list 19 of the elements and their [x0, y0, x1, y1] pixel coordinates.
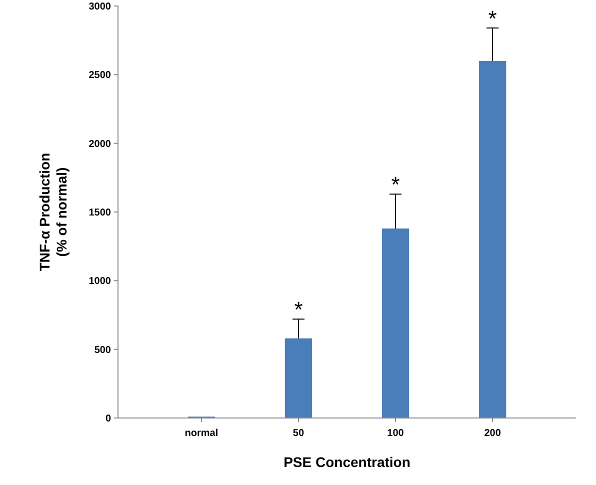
y-tick-label: 2000: [88, 138, 112, 150]
y-axis-title: TNF-α Production (% of normal): [36, 152, 70, 272]
annotation: *: [294, 297, 304, 322]
y-tick-label: 2500: [88, 70, 112, 82]
y-tick-label: 1500: [88, 208, 112, 218]
y-tick-label: 3000: [88, 2, 112, 12]
y-tick-label: 0: [105, 414, 112, 424]
annotation: *: [391, 172, 400, 198]
x-tick-label: 200: [484, 428, 502, 439]
x-tick-label: 100: [387, 428, 404, 439]
x-tick-label: 50: [292, 428, 304, 439]
x-tick-label: normal: [184, 428, 218, 439]
annotation: *: [488, 6, 498, 31]
bar: [478, 60, 506, 418]
y-tick-label: 500: [94, 344, 112, 356]
y-tick-label: 1000: [88, 276, 112, 288]
bar: [284, 338, 312, 418]
x-axis-title: PSE Concentration: [284, 454, 410, 470]
bar: [382, 228, 410, 418]
